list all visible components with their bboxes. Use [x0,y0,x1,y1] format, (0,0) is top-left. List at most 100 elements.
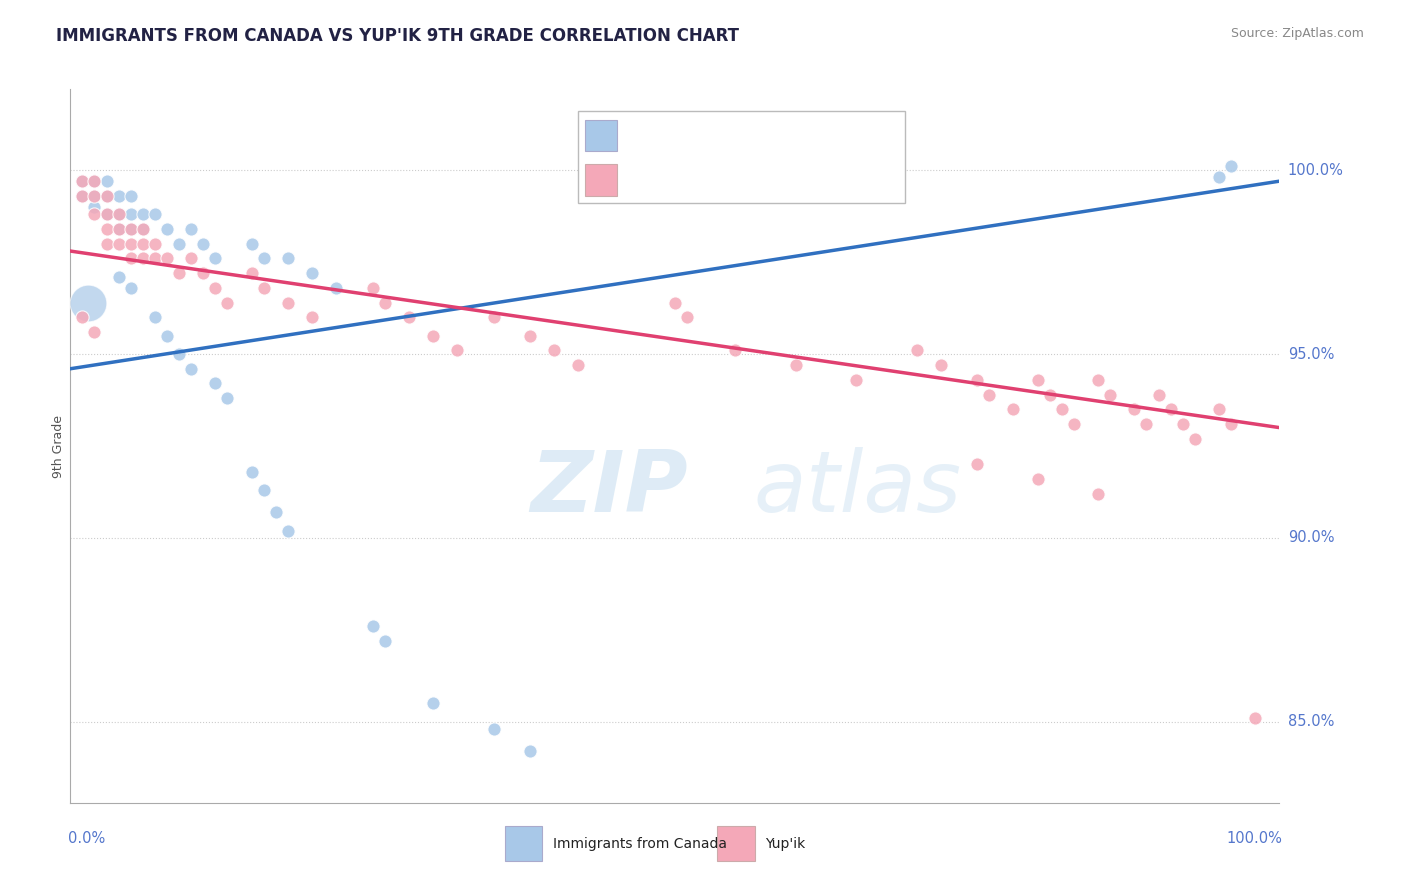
Point [1208,402,1230,417]
Point [204,376,226,391]
Point [217,295,239,310]
Text: 0.0%: 0.0% [67,831,105,847]
Point [120,281,142,295]
Point [325,281,347,295]
Point [143,207,166,221]
Text: atlas: atlas [754,447,962,531]
Text: 100.0%: 100.0% [1288,162,1344,178]
Text: 85.0%: 85.0% [1288,714,1334,730]
Text: IMMIGRANTS FROM CANADA VS YUP'IK 9TH GRADE CORRELATION CHART: IMMIGRANTS FROM CANADA VS YUP'IK 9TH GRA… [56,27,740,45]
Point [1063,417,1085,431]
Point [1244,711,1267,725]
Point [120,236,142,251]
Point [1087,487,1109,501]
Point [120,222,142,236]
Point [72,310,94,325]
Point [180,252,202,266]
Point [180,361,202,376]
Point [143,310,166,325]
Point [204,252,226,266]
Point [1160,402,1182,417]
Point [1002,402,1025,417]
Point [966,458,988,472]
Point [422,328,444,343]
Point [845,373,868,387]
Point [156,222,179,236]
Point [1220,160,1243,174]
Point [1050,402,1073,417]
Point [107,207,129,221]
Point [1220,417,1243,431]
Text: 100.0%: 100.0% [1226,831,1282,847]
Point [519,744,541,758]
Point [905,343,928,358]
Point [77,295,100,310]
Point [374,634,396,648]
Point [676,310,699,325]
Point [107,236,129,251]
Point [253,281,276,295]
Point [301,266,323,280]
Point [96,189,118,203]
Point [96,207,118,221]
Point [96,189,118,203]
Point [83,200,105,214]
Point [72,189,94,203]
Point [107,222,129,236]
Point [1135,417,1157,431]
Point [277,524,299,538]
Point [107,269,129,284]
Point [167,266,190,280]
Point [120,207,142,221]
Point [107,189,129,203]
Point [107,207,129,221]
Point [120,252,142,266]
Point [253,483,276,497]
Y-axis label: 9th Grade: 9th Grade [52,415,65,477]
Point [1026,472,1049,486]
Point [96,174,118,188]
Point [361,281,384,295]
Point [1039,387,1062,401]
Point [301,310,323,325]
Point [482,310,505,325]
Point [96,236,118,251]
Point [167,236,190,251]
Point [1208,170,1230,185]
Point [374,295,396,310]
Text: 90.0%: 90.0% [1288,531,1334,546]
Point [96,222,118,236]
Text: Source: ZipAtlas.com: Source: ZipAtlas.com [1230,27,1364,40]
Point [277,295,299,310]
Point [167,347,190,361]
Point [217,391,239,405]
Point [664,295,686,310]
Point [966,373,988,387]
Point [724,343,747,358]
Point [482,723,505,737]
Point [180,222,202,236]
Point [120,189,142,203]
Point [446,343,468,358]
Point [543,343,565,358]
Point [253,252,276,266]
Point [132,252,155,266]
Point [979,387,1001,401]
Point [240,236,263,251]
Point [361,619,384,633]
Point [72,189,94,203]
Point [277,252,299,266]
Point [1184,432,1206,446]
Point [83,207,105,221]
Point [132,207,155,221]
Point [1171,417,1194,431]
Point [156,252,179,266]
Point [72,174,94,188]
Text: ZIP: ZIP [530,447,688,531]
Point [398,310,420,325]
Point [143,236,166,251]
Text: 95.0%: 95.0% [1288,346,1334,361]
Point [143,252,166,266]
Point [132,222,155,236]
Point [120,222,142,236]
